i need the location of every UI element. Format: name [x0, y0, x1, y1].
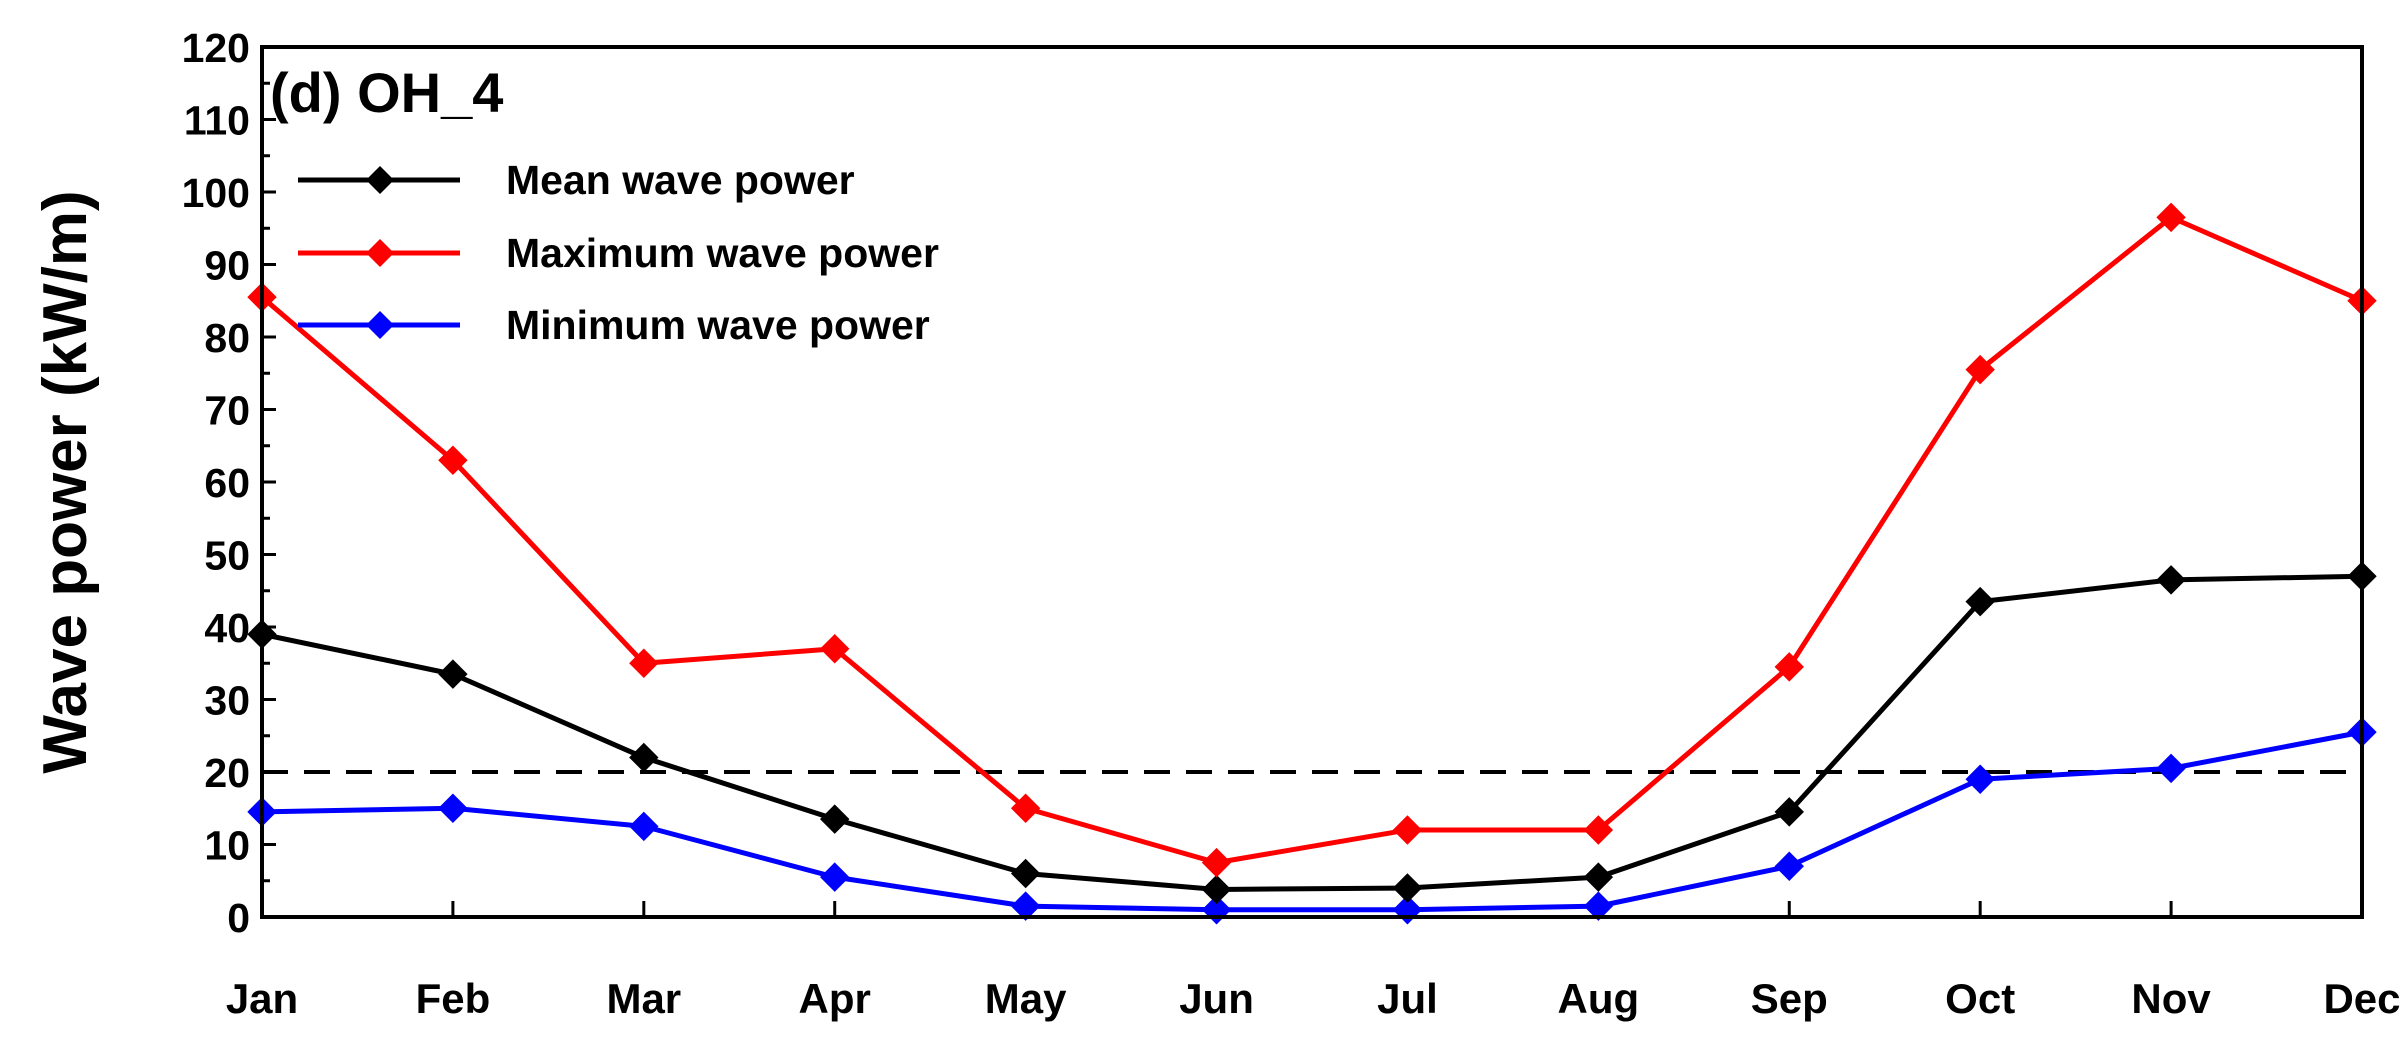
data-point	[1583, 862, 1614, 892]
x-tick-label: Apr	[799, 975, 871, 1022]
x-tick-label: Feb	[416, 975, 491, 1022]
x-tick-label: Mar	[606, 975, 681, 1022]
y-axis-label: Wave power (kW/m)	[31, 190, 100, 773]
series-line-mean	[261, 573, 2363, 892]
y-tick-label: 10	[204, 823, 250, 869]
x-tick-label: May	[985, 975, 1067, 1022]
data-point	[820, 634, 850, 664]
x-tick-label: Aug	[1558, 975, 1640, 1022]
y-tick-label: 90	[204, 243, 250, 289]
legend-label: Maximum wave power	[506, 230, 939, 276]
y-tick-label: 120	[182, 25, 250, 71]
x-axis: Jan Feb Mar Apr May Jun Jul Aug Sep Oct Nov Dec	[226, 901, 2401, 1022]
panel-label: (d) OH_4	[270, 61, 503, 124]
y-tick-label: 20	[204, 750, 250, 796]
data-point	[1774, 797, 1804, 827]
x-tick-label: Nov	[2131, 975, 2211, 1022]
data-point	[2156, 565, 2186, 595]
data-point	[438, 659, 468, 689]
y-tick-label: 100	[182, 170, 250, 216]
y-tick-label: 60	[204, 460, 250, 506]
data-point	[1965, 354, 1995, 385]
y-tick-label: 0	[227, 895, 250, 941]
y-tick-label: 80	[204, 315, 250, 361]
data-point	[1583, 815, 1614, 845]
x-tick-label: Jun	[1179, 975, 1254, 1022]
data-point	[820, 804, 850, 834]
x-tick-label: Dec	[2323, 975, 2400, 1022]
data-point	[820, 862, 850, 892]
data-point	[1583, 891, 1614, 921]
data-point	[629, 811, 659, 842]
series-line-minimum	[261, 729, 2363, 913]
data-point	[438, 445, 468, 475]
data-point	[2156, 753, 2186, 784]
data-point	[1392, 815, 1423, 845]
x-tick-label: Jul	[1377, 975, 1438, 1022]
legend-marker	[366, 311, 394, 339]
data-point	[1965, 764, 1995, 794]
data-point	[1010, 793, 1041, 823]
data-point	[2156, 202, 2186, 233]
legend: Mean wave power Maximum wave power Minimum…	[298, 157, 939, 348]
data-point	[1392, 873, 1423, 903]
legend-label: Minimum wave power	[506, 302, 930, 348]
x-tick-label: Jan	[226, 975, 298, 1022]
legend-marker	[366, 166, 394, 194]
data-point	[1965, 586, 1995, 617]
series-layer	[247, 202, 2377, 925]
data-point	[438, 793, 468, 823]
data-point	[1010, 891, 1041, 921]
series-line-maximum	[260, 214, 2364, 866]
x-tick-label: Sep	[1751, 975, 1828, 1022]
data-point	[1201, 874, 1232, 905]
data-point	[629, 742, 659, 773]
data-point	[1010, 858, 1041, 889]
x-tick-label: Oct	[1945, 975, 2015, 1022]
y-tick-label: 70	[204, 388, 250, 434]
plot-frame	[260, 45, 2364, 919]
y-tick-label: 30	[204, 678, 250, 724]
legend-marker	[366, 239, 394, 267]
data-point	[1774, 851, 1804, 881]
y-tick-label: 110	[184, 98, 250, 144]
data-point	[1774, 652, 1804, 682]
y-tick-label: 50	[204, 533, 250, 579]
legend-label: Mean wave power	[506, 157, 855, 203]
data-point	[1201, 847, 1232, 878]
y-tick-label: 40	[204, 605, 250, 651]
data-point	[629, 648, 659, 678]
